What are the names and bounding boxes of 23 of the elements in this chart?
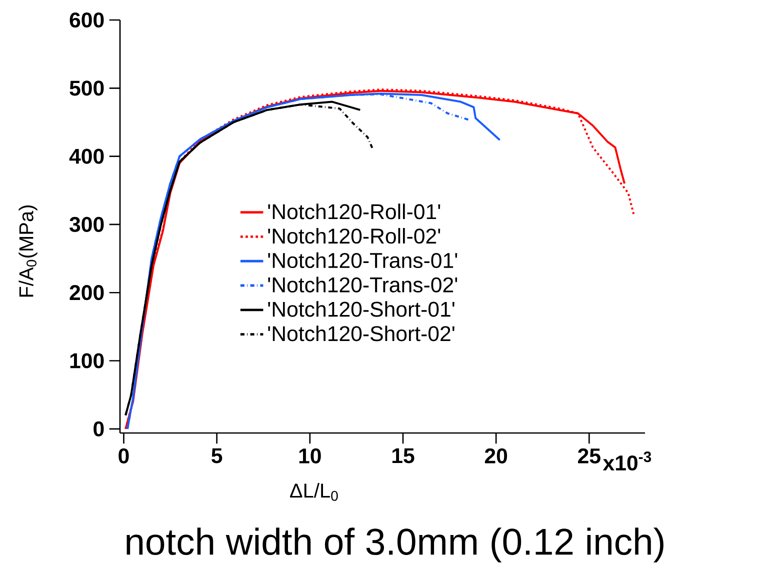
- legend-label: 'Notch120-Short-02': [268, 326, 454, 342]
- y-axis-title: F/A$_{0}$(MPa): [18, 206, 38, 297]
- legend-label: 'Notch120-Trans-02': [268, 276, 458, 292]
- legend-label: 'Notch120-Short-01': [268, 301, 454, 317]
- x-tick-label: 25: [578, 448, 600, 464]
- y-tick-label: 200: [70, 285, 104, 300]
- y-tick-label: 0: [94, 421, 104, 436]
- y-tick-label: 300: [70, 216, 104, 232]
- text: x10$^{-3}$: [602, 452, 652, 471]
- y-tick-label: 500: [70, 80, 104, 96]
- x-tick-label: 10: [299, 448, 321, 464]
- legend-label: 'Notch120-Roll-02': [268, 228, 440, 244]
- y-tick-label: 100: [70, 353, 104, 368]
- y-tick-label: 400: [69, 148, 104, 164]
- text: notch width of 3.0mm (0.12 inch): [126, 528, 664, 562]
- x-axis-title: ΔL/L$_{0}$: [290, 483, 338, 501]
- legend-label: 'Notch120-Trans-01': [268, 252, 458, 268]
- legend-label: 'Notch120-Roll-01': [268, 204, 440, 220]
- x-tick-label: 0: [118, 448, 129, 464]
- x-tick-label: 5: [212, 448, 222, 464]
- y-tick-label: 600: [70, 12, 104, 28]
- x-tick-label: 15: [392, 448, 414, 464]
- x-tick-label: 20: [484, 448, 508, 464]
